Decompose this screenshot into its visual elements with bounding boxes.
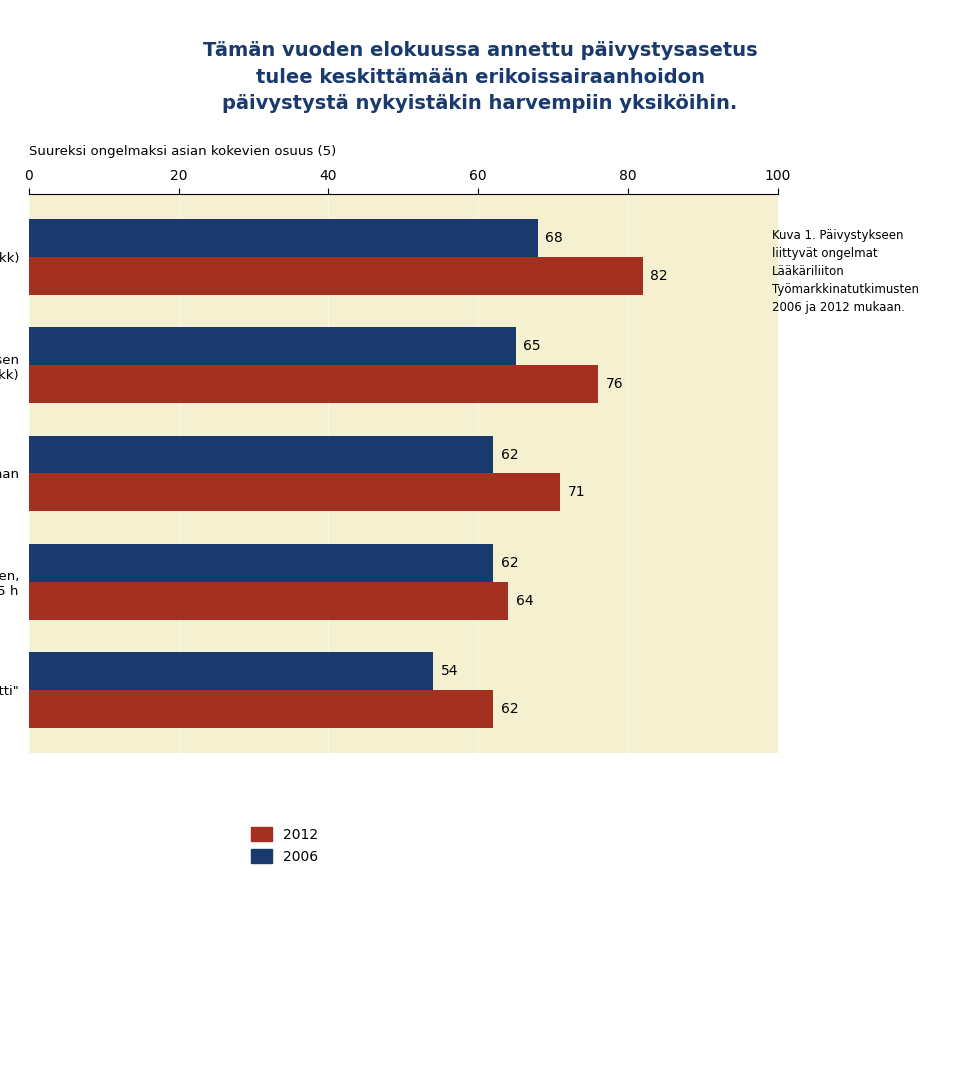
Bar — [29, 543, 493, 582]
Text: 64: 64 — [516, 594, 533, 608]
Legend: 2012, 2006: 2012, 2006 — [246, 822, 324, 869]
Text: 65: 65 — [523, 339, 540, 353]
Bar — [29, 652, 433, 690]
Bar — [29, 473, 561, 511]
Bar — [29, 436, 493, 473]
Bar — [29, 220, 538, 257]
Text: Tämän vuoden elokuussa annettu päivystysasetus
tulee keskittämään erikoissairaan: Tämän vuoden elokuussa annettu päivystys… — [203, 42, 757, 113]
Text: 54: 54 — [441, 664, 458, 678]
Bar — [29, 690, 493, 727]
Bar — [29, 582, 508, 620]
Bar — [29, 257, 643, 295]
Text: 76: 76 — [606, 378, 623, 392]
Text: Kuva 1. Päivystykseen
liittyvät ongelmat
Lääkäriliiton
Työmarkkinatutkimusten
20: Kuva 1. Päivystykseen liittyvät ongelmat… — [772, 229, 919, 313]
Bar — [29, 327, 516, 365]
Text: 62: 62 — [500, 555, 518, 569]
Text: 71: 71 — [568, 485, 586, 499]
Text: 82: 82 — [650, 269, 668, 283]
Text: Suureksi ongelmaksi asian kokevien osuus (5): Suureksi ongelmaksi asian kokevien osuus… — [29, 145, 336, 158]
Text: 62: 62 — [500, 448, 518, 462]
Text: 68: 68 — [545, 231, 564, 245]
Bar — [29, 365, 598, 404]
Text: 62: 62 — [500, 702, 518, 716]
